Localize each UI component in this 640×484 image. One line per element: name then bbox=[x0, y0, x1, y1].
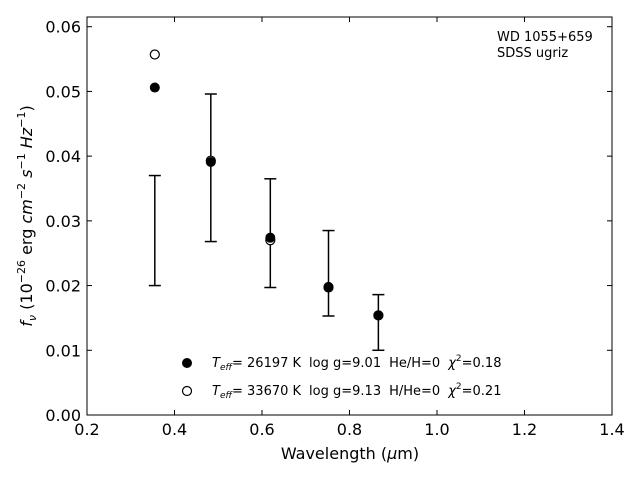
y-tick-label: 0.01 bbox=[45, 341, 81, 360]
model-point-filled bbox=[373, 310, 384, 321]
axis-ticks: 0.2 0.4 0.6 0.8 1.0 1.2 1.4 0.00 0.01 0.02 0.03 0.0… bbox=[45, 17, 625, 439]
model-point-filled bbox=[265, 232, 276, 243]
model-point-open bbox=[149, 49, 160, 60]
annotation: WD 1055+659 SDSS ugriz bbox=[497, 30, 593, 61]
y-tick-label: 0.06 bbox=[45, 18, 81, 37]
legend-marker-open bbox=[181, 385, 193, 397]
x-tick-label: 1.2 bbox=[512, 420, 537, 439]
error-bar bbox=[204, 93, 217, 243]
y-tick-label: 0.04 bbox=[45, 147, 81, 166]
y-tick-label: 0.00 bbox=[45, 406, 81, 425]
y-tick-label: 0.02 bbox=[45, 277, 81, 296]
y-tick-label: 0.03 bbox=[45, 212, 81, 231]
plot-background bbox=[87, 17, 612, 415]
x-tick-label: 1.0 bbox=[424, 420, 449, 439]
annotation-line-2: SDSS ugriz bbox=[497, 46, 568, 61]
error-bar bbox=[322, 229, 335, 317]
error-bars bbox=[148, 93, 385, 352]
x-tick-label: 0.6 bbox=[249, 420, 274, 439]
error-bar bbox=[148, 174, 161, 287]
x-tick-label: 0.2 bbox=[74, 420, 99, 439]
model-point-filled bbox=[323, 281, 334, 292]
data-points bbox=[149, 49, 384, 321]
model-point-filled bbox=[205, 156, 216, 167]
error-bar bbox=[372, 293, 385, 352]
x-tick-label: 1.4 bbox=[599, 420, 624, 439]
x-tick-label: 0.8 bbox=[337, 420, 362, 439]
plot-frame bbox=[86, 16, 613, 416]
annotation-line-1: WD 1055+659 bbox=[497, 30, 593, 45]
legend-marker-filled bbox=[182, 358, 192, 368]
y-tick-label: 0.05 bbox=[45, 82, 81, 101]
x-axis-label: Wavelength (μm) bbox=[281, 444, 419, 463]
x-tick-label: 0.4 bbox=[162, 420, 187, 439]
y-axis-label: fν (10−26 erg cm−2 s−1 Hz−1) bbox=[15, 105, 39, 326]
model-point-filled bbox=[149, 82, 160, 93]
